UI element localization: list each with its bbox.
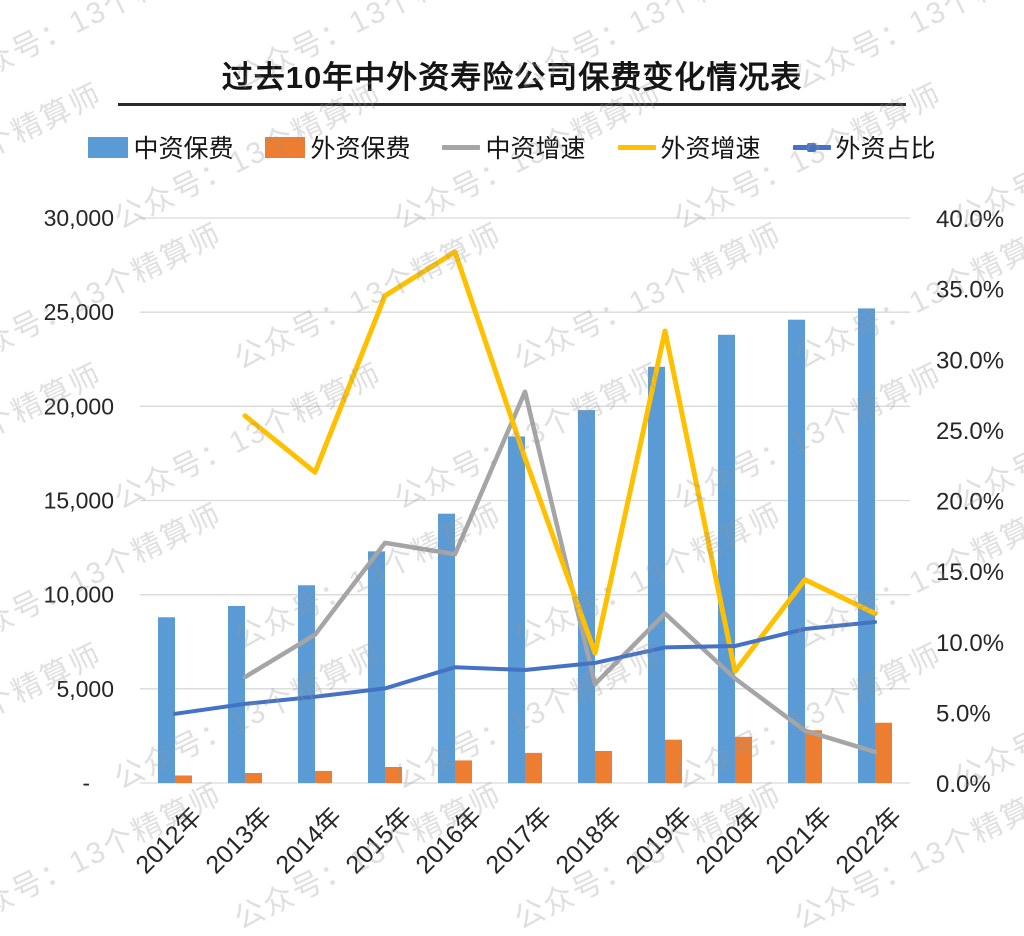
legend-item-domestic-growth: 中资增速 — [442, 129, 586, 165]
chart-title: 过去10年中外资寿险公司保费变化情况表 — [221, 60, 803, 95]
bar-foreign-premium-2012 — [175, 775, 192, 783]
x-axis-tick-label: 2022年 — [830, 802, 907, 879]
right-axis-tick-label: 20.0% — [936, 489, 1004, 516]
x-axis-tick-label: 2021年 — [760, 802, 837, 879]
right-axis-tick-label: 35.0% — [936, 277, 1004, 304]
left-axis-tick-label: - — [82, 770, 90, 796]
legend-item-domestic-premium: 中资保费 — [88, 129, 233, 165]
bar-foreign-premium-2020 — [735, 736, 752, 783]
legend-swatch-domestic-premium — [88, 136, 129, 158]
x-axis-tick-label: 2017年 — [480, 802, 557, 879]
x-axis-tick-label: 2012年 — [130, 802, 207, 879]
x-axis-tick-label: 2013年 — [200, 802, 277, 879]
left-axis-tick-label: 30,000 — [44, 205, 114, 231]
bar-foreign-premium-2015 — [385, 766, 402, 783]
left-axis-tick-label: 15,000 — [44, 488, 114, 514]
legend-swatch-foreign-share — [792, 142, 831, 152]
right-axis-tick-label: 10.0% — [936, 630, 1004, 657]
legend-item-foreign-premium: 外资保费 — [265, 129, 410, 165]
bar-foreign-premium-2016 — [455, 760, 472, 783]
bar-domestic-premium-2014 — [298, 585, 315, 783]
left-axis-tick-label: 10,000 — [44, 582, 114, 608]
legend-label-domestic-premium: 中资保费 — [133, 135, 234, 163]
legend-swatch-domestic-growth — [442, 144, 481, 150]
right-axis-tick-label: 0.0% — [936, 771, 991, 798]
bar-domestic-premium-2022 — [858, 308, 875, 783]
legend-swatch-foreign-growth — [617, 144, 656, 150]
x-axis-tick-label: 2020年 — [690, 802, 767, 879]
legend-label-foreign-growth: 外资增速 — [660, 135, 761, 163]
bar-domestic-premium-2013 — [228, 605, 245, 783]
bar-domestic-premium-2018 — [578, 410, 595, 783]
bar-foreign-premium-2017 — [525, 752, 542, 783]
line-foreign-growth — [242, 249, 878, 674]
bar-foreign-premium-2013 — [245, 773, 262, 783]
bar-domestic-premium-2016 — [438, 513, 455, 783]
legend-item-foreign-growth: 外资增速 — [617, 129, 761, 165]
bar-domestic-premium-2021 — [788, 319, 805, 783]
x-axis-tick-label: 2019年 — [620, 802, 697, 879]
title-divider — [118, 103, 906, 106]
legend-label-foreign-share: 外资占比 — [835, 135, 936, 163]
x-axis-tick-label: 2014年 — [270, 802, 347, 879]
legend-swatch-foreign-premium — [265, 136, 306, 158]
legend-label-foreign-premium: 外资保费 — [310, 135, 411, 163]
x-axis-tick-label: 2018年 — [550, 802, 627, 879]
right-axis-tick-label: 40.0% — [936, 206, 1004, 233]
right-axis-tick-label: 30.0% — [936, 347, 1004, 374]
bar-foreign-premium-2018 — [595, 750, 612, 783]
x-axis-tick-label: 2015年 — [340, 802, 417, 879]
right-axis-tick-label: 25.0% — [936, 418, 1004, 445]
right-axis-tick-label: 5.0% — [936, 700, 991, 727]
left-axis-tick-label: 20,000 — [44, 393, 114, 419]
bar-domestic-premium-2020 — [718, 334, 735, 783]
line-foreign-share — [173, 620, 877, 716]
bar-foreign-premium-2019 — [665, 739, 682, 783]
right-axis-tick-label: 15.0% — [936, 559, 1004, 586]
left-axis-tick-label: 5,000 — [56, 676, 114, 702]
bar-foreign-premium-2014 — [315, 770, 332, 783]
bar-foreign-premium-2022 — [875, 722, 892, 783]
chart-legend: 中资保费 外资保费 中资增速 外资增速 外资占比 — [0, 129, 1024, 165]
bar-domestic-premium-2012 — [158, 617, 175, 783]
bar-domestic-premium-2015 — [368, 551, 385, 783]
bar-domestic-premium-2017 — [508, 436, 525, 783]
bar-foreign-premium-2021 — [805, 730, 822, 783]
left-axis-tick-label: 25,000 — [44, 299, 114, 325]
legend-item-foreign-share: 外资占比 — [792, 129, 936, 165]
line-domestic-growth — [242, 389, 878, 755]
x-axis-tick-label: 2016年 — [410, 802, 487, 879]
legend-label-domestic-growth: 中资增速 — [485, 135, 586, 163]
bar-domestic-premium-2019 — [648, 366, 665, 783]
